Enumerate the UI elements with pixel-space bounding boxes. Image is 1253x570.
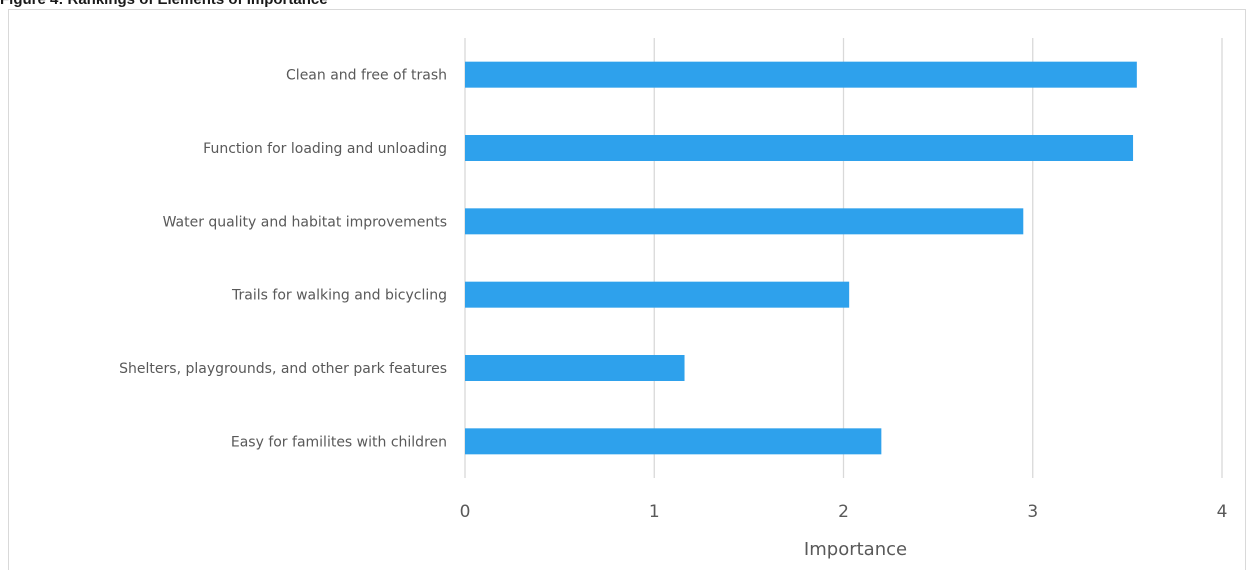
bar: [465, 355, 685, 381]
bar: [465, 281, 850, 308]
gridlines: [464, 38, 1223, 478]
bar: [465, 135, 1134, 161]
category-label: Easy for familites with children: [231, 434, 447, 450]
category-labels: Clean and free of trash Function for load…: [119, 68, 447, 451]
category-label: Shelters, playgrounds, and other park fe…: [119, 361, 447, 377]
bar: [465, 208, 1024, 235]
category-label: Trails for walking and bicycling: [231, 288, 447, 304]
x-tick-label: 4: [1217, 502, 1228, 522]
x-tick-label: 0: [460, 502, 471, 522]
bar: [465, 61, 1137, 88]
x-tick-label: 3: [1027, 502, 1038, 522]
x-tick-labels: 0 1 2 3 4: [460, 502, 1228, 522]
category-label: Function for loading and unloading: [203, 141, 447, 157]
category-label: Water quality and habitat improvements: [163, 214, 447, 230]
x-tick-label: 1: [649, 502, 660, 522]
bars: [465, 61, 1137, 455]
figure-heading: Figure 4: Rankings of Elements of Import…: [0, 0, 328, 9]
bar: [465, 428, 882, 455]
x-axis-title: Importance: [804, 539, 907, 560]
category-label: Clean and free of trash: [286, 68, 447, 84]
x-tick-label: 2: [838, 502, 849, 522]
